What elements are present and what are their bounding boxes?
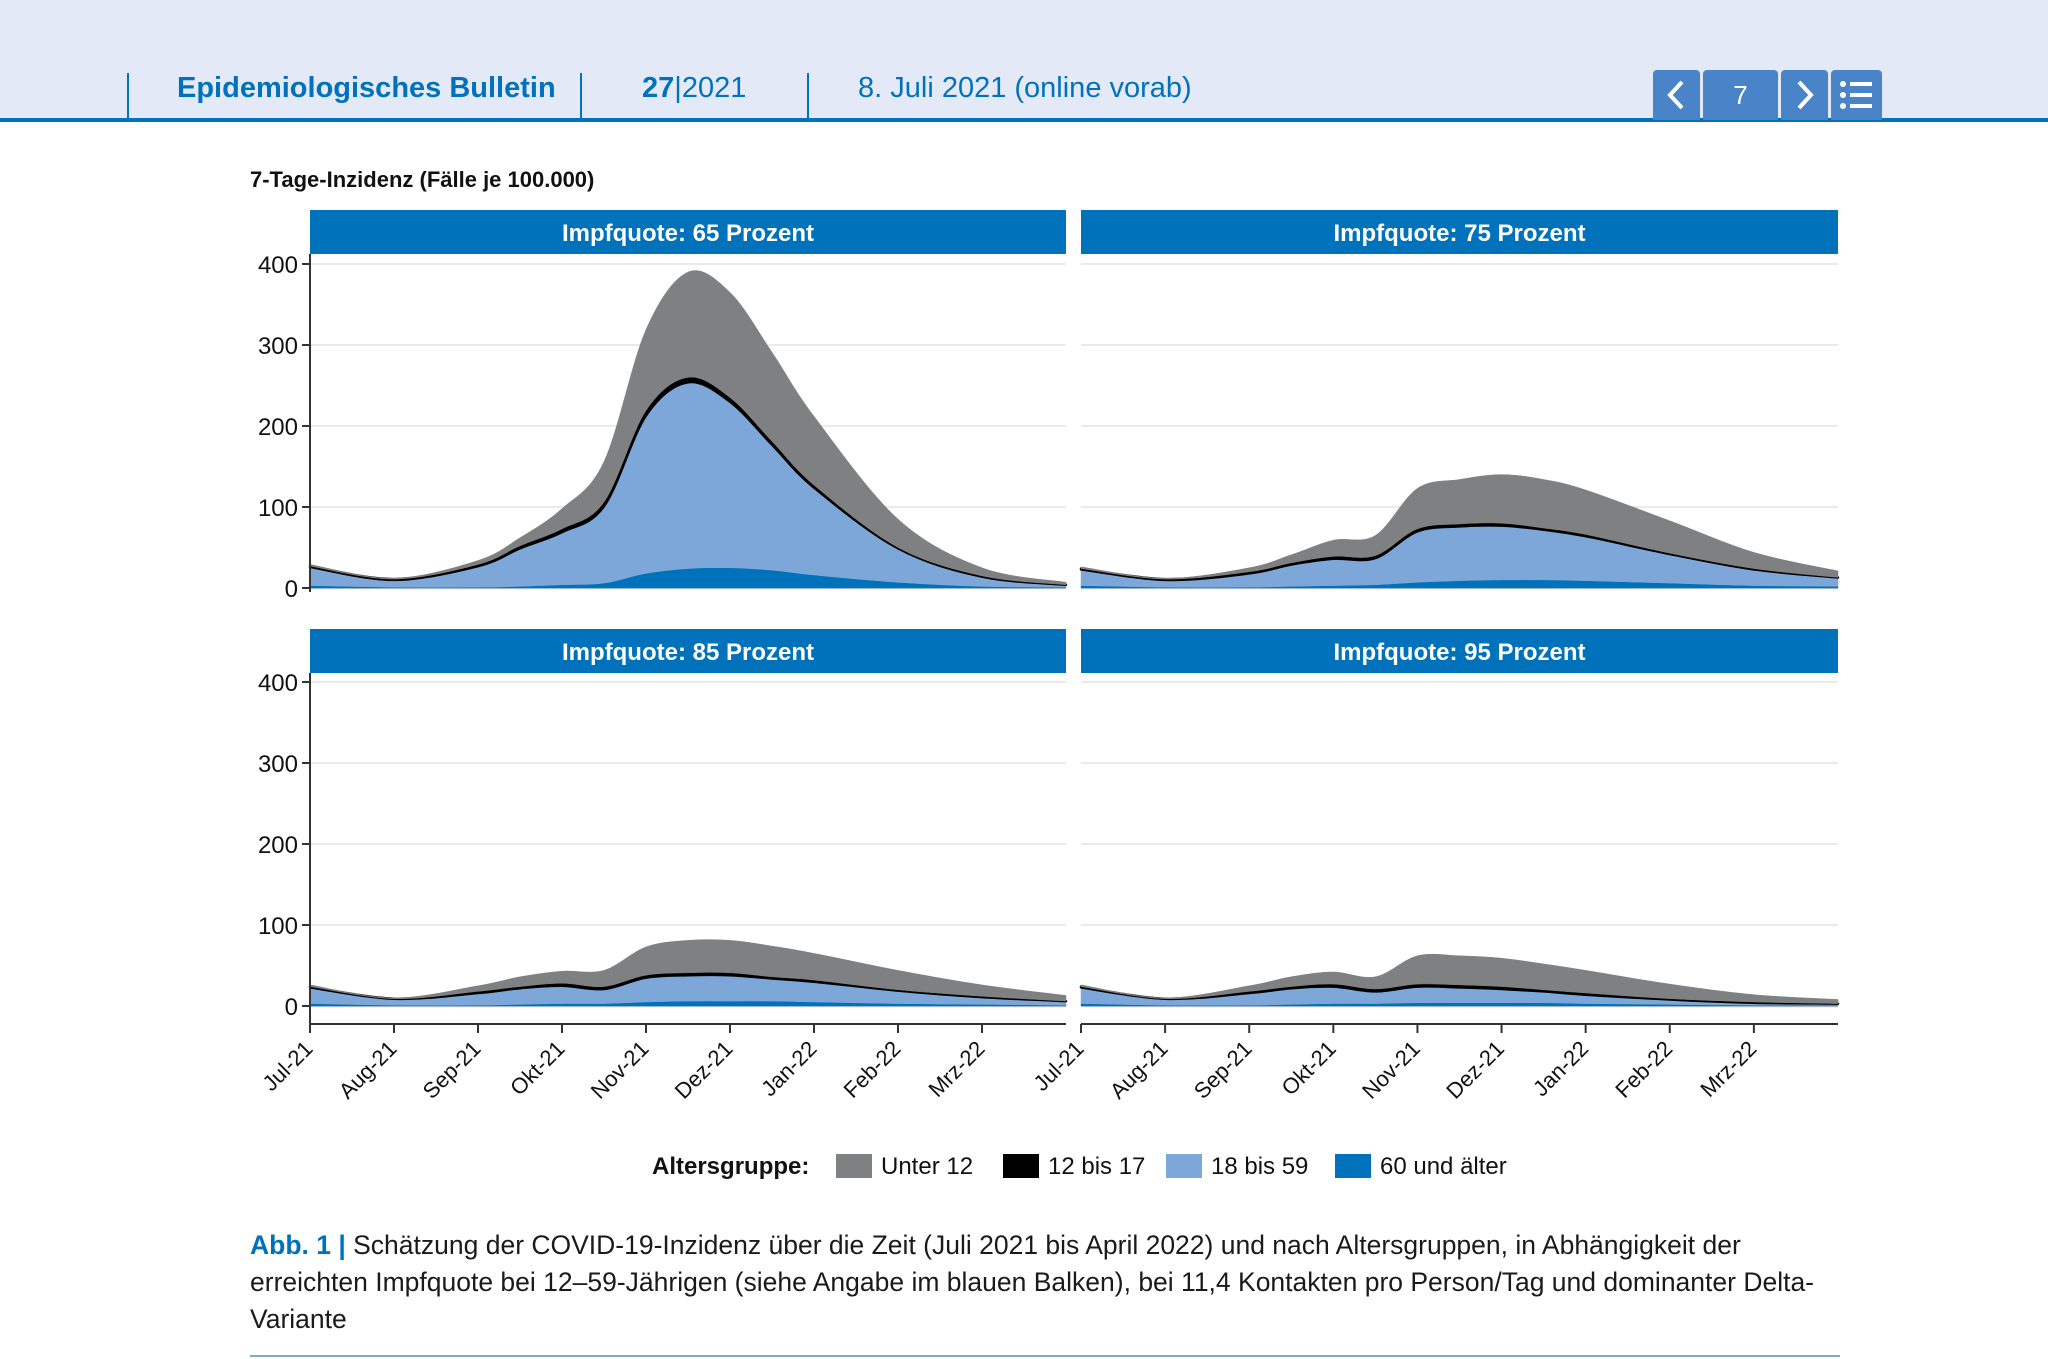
x-tick-label: Mrz-22 (923, 1036, 989, 1102)
figure-caption: Abb. 1 | Schätzung der COVID-19-Inzidenz… (250, 1227, 1850, 1338)
x-tick-label: Sep-21 (1189, 1036, 1257, 1104)
chart-panels: Impfquote: 65 Prozent0100200300400Impfqu… (257, 210, 1840, 1104)
page-header: Epidemiologisches Bulletin 27|2021 8. Ju… (0, 0, 2048, 122)
panel-title: Impfquote: 65 Prozent (562, 220, 814, 247)
legend-label: 18 bis 59 (1211, 1153, 1308, 1180)
bottom-divider (250, 1355, 1840, 1357)
y-tick-label: 400 (258, 670, 298, 697)
contents-menu-button[interactable] (1831, 70, 1882, 120)
figure-caption-text: Schätzung der COVID-19-Inzidenz über die… (250, 1230, 1815, 1334)
issue-number-value: 27 (642, 72, 675, 104)
y-tick-label: 0 (285, 576, 298, 603)
x-tick-label: Jan-22 (1528, 1036, 1593, 1101)
issue-bar: | (674, 72, 682, 104)
issue-number: 27|2021 (642, 72, 746, 105)
legend-swatch (1166, 1154, 1202, 1178)
area-series (1080, 474, 1839, 580)
legend-label: 12 bis 17 (1048, 1153, 1145, 1180)
legend-swatch (836, 1154, 872, 1178)
panel-title: Impfquote: 85 Prozent (562, 639, 814, 666)
panel-title: Impfquote: 75 Prozent (1333, 220, 1585, 247)
legend-swatch (1335, 1154, 1371, 1178)
y-tick-label: 300 (258, 333, 298, 360)
x-tick-label: Mrz-22 (1695, 1036, 1761, 1102)
previous-page-button[interactable] (1653, 70, 1700, 120)
y-axis-label: 7-Tage-Inzidenz (Fälle je 100.000) (250, 167, 594, 192)
x-tick-label: Jul-21 (1028, 1036, 1088, 1096)
chart-legend: Altersgruppe: Unter 12 12 bis 17 18 bis 59 6… (652, 1153, 1507, 1180)
panel-header-bar (1081, 629, 1838, 673)
header-divider (807, 73, 809, 119)
y-tick-label: 0 (285, 994, 298, 1021)
y-tick-label: 300 (258, 751, 298, 778)
x-tick-label: Sep-21 (418, 1036, 486, 1104)
incidence-chart: 7-Tage-Inzidenz (Fälle je 100.000) Impfq… (250, 167, 1840, 1180)
panel-title: Impfquote: 95 Prozent (1333, 639, 1585, 666)
panel-header-bar (310, 210, 1066, 254)
bulletin-title[interactable]: Epidemiologisches Bulletin (177, 72, 556, 104)
issue-date: 8. Juli 2021 (online vorab) (858, 72, 1192, 104)
chart-panel: Impfquote: 95 Prozent Jul-21 Aug-21 Sep-21 O… (1028, 629, 1840, 1104)
x-tick-label: Okt-21 (1277, 1036, 1341, 1100)
legend-swatch (1003, 1154, 1039, 1178)
x-tick-label: Nov-21 (1357, 1036, 1425, 1104)
x-tick-label: Dez-21 (670, 1036, 738, 1104)
issue-year: 2021 (681, 72, 747, 104)
panel-header-bar (1081, 210, 1838, 254)
page-number: 7 (1703, 70, 1778, 120)
chevron-left-icon (1667, 80, 1684, 110)
header-divider (580, 73, 582, 119)
x-tick-label: Aug-21 (1105, 1036, 1173, 1104)
x-tick-label: Jul-21 (257, 1036, 317, 1096)
x-tick-label: Dez-21 (1441, 1036, 1509, 1104)
area-series (309, 270, 1067, 586)
list-icon (1840, 81, 1872, 109)
legend-title: Altersgruppe: (652, 1153, 809, 1180)
x-tick-label: Feb-22 (839, 1036, 906, 1103)
figure-label: Abb. 1 | (250, 1230, 346, 1260)
y-tick-label: 100 (258, 913, 298, 940)
x-tick-label: Okt-21 (505, 1036, 569, 1100)
y-tick-label: 200 (258, 832, 298, 859)
x-tick-label: Aug-21 (334, 1036, 402, 1104)
chart-panel: Impfquote: 85 Prozent 0 100 200 300 400 Jul-21… (257, 629, 1068, 1104)
y-tick-label: 100 (258, 495, 298, 522)
legend-label: 60 und älter (1380, 1153, 1507, 1180)
header-divider (127, 73, 129, 119)
y-tick-label: 200 (258, 414, 298, 441)
legend-label: Unter 12 (881, 1153, 973, 1180)
area-series (309, 939, 1067, 1002)
chart-panel: Impfquote: 65 Prozent 0 100 200 300 400 (258, 210, 1068, 603)
chevron-right-icon (1797, 80, 1814, 110)
chart-panel: Impfquote: 75 Prozent (1079, 210, 1840, 590)
y-tick-label: 400 (258, 252, 298, 279)
panel-header-bar (310, 629, 1066, 673)
next-page-button[interactable] (1781, 70, 1828, 120)
x-tick-label: Nov-21 (586, 1036, 654, 1104)
x-tick-label: Feb-22 (1610, 1036, 1677, 1103)
area-series (1080, 953, 1839, 1004)
x-tick-label: Jan-22 (756, 1036, 821, 1101)
